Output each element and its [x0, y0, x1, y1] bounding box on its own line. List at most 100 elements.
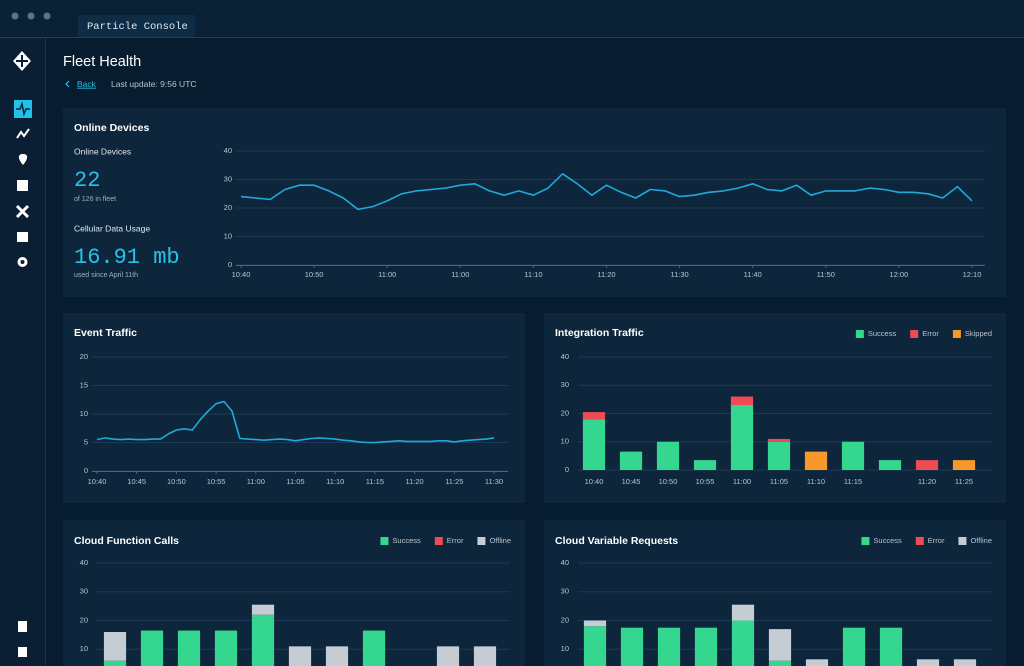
panel: [544, 313, 1006, 503]
x-tick-label: 10:50: [167, 477, 186, 486]
chart-title: Integration Traffic: [555, 327, 644, 339]
bar-segment: [103, 660, 127, 666]
y-tick-label: 40: [224, 146, 232, 155]
x-tick-label: 11:50: [817, 270, 835, 279]
x-tick-label: 10:55: [696, 477, 715, 486]
nav-map[interactable]: [18, 154, 28, 165]
panel: [63, 313, 525, 503]
bar-segment: [657, 627, 681, 666]
bar-segment: [620, 627, 644, 666]
bar-segment: [730, 396, 754, 406]
window-dot: [43, 12, 51, 20]
bar-segment: [140, 630, 164, 666]
bar-segment: [288, 646, 312, 666]
bar-segment: [177, 630, 201, 666]
x-tick-label: 11:05: [286, 477, 304, 486]
x-tick-label: 11:30: [670, 270, 688, 279]
y-tick-label: 30: [224, 174, 232, 183]
bar-segment: [583, 620, 607, 627]
stat-note: of 126 in fleet: [74, 196, 116, 203]
bar-segment: [473, 646, 497, 666]
back-chevron: [65, 80, 70, 88]
stat-label: Online Devices: [74, 146, 131, 156]
legend-label: Success: [873, 536, 902, 545]
x-tick-label: 10:45: [127, 477, 146, 486]
legend-swatch: [958, 537, 967, 545]
bar-segment: [916, 659, 940, 666]
y-tick-label: 30: [561, 587, 569, 596]
bar-segment: [214, 630, 238, 666]
y-tick-label: 20: [561, 408, 569, 417]
y-tick-label: 20: [561, 615, 569, 624]
y-tick-label: 40: [561, 558, 569, 567]
y-tick-label: 20: [224, 203, 232, 212]
chart-title: Online Devices: [74, 122, 149, 134]
chart-title: Cloud Variable Requests: [555, 535, 678, 547]
x-tick-label: 11:30: [485, 477, 503, 486]
bar-segment: [730, 405, 754, 470]
x-tick-label: 10:45: [622, 477, 641, 486]
bar-segment: [915, 460, 939, 470]
y-tick-label: 40: [80, 558, 88, 567]
x-tick-label: 10:40: [88, 477, 107, 486]
legend-label: Success: [868, 329, 897, 338]
y-tick-label: 0: [228, 260, 232, 269]
tab-title: Particle Console: [87, 21, 188, 33]
line-series: [96, 400, 495, 444]
x-tick-label: 11:20: [405, 477, 423, 486]
bar-segment: [842, 627, 866, 666]
sidebar: [0, 38, 45, 666]
nav-console[interactable]: [17, 232, 28, 242]
bar-segment: [731, 604, 755, 621]
nav-docs[interactable]: [18, 621, 27, 632]
legend-swatch: [952, 330, 961, 338]
back-link[interactable]: Back: [77, 79, 97, 89]
bar-segment: [841, 441, 865, 470]
nav-help[interactable]: [18, 647, 27, 657]
line-series: [240, 173, 973, 211]
x-tick-label: 11:15: [844, 477, 862, 486]
bar-segment: [693, 460, 717, 470]
bar-segment: [582, 412, 606, 420]
logo[interactable]: [13, 51, 31, 71]
bar-segment: [362, 630, 386, 666]
x-tick-label: 11:00: [378, 270, 396, 279]
legend-swatch: [380, 537, 389, 545]
legend-label: Skipped: [965, 329, 992, 338]
x-tick-label: 11:10: [326, 477, 344, 486]
bar-segment: [953, 659, 977, 666]
y-tick-label: 20: [80, 352, 88, 361]
legend-label: Success: [392, 536, 421, 545]
x-tick-label: 10:50: [659, 477, 678, 486]
x-tick-label: 11:20: [918, 477, 936, 486]
bar-segment: [768, 660, 792, 666]
y-tick-label: 10: [561, 644, 569, 653]
tab[interactable]: [78, 15, 195, 37]
bar-segment: [805, 659, 829, 666]
nav-devices[interactable]: [17, 180, 28, 191]
bar-segment: [694, 627, 718, 666]
legend-swatch: [861, 537, 870, 545]
stat-value: 16.91 mb: [74, 245, 180, 270]
y-tick-label: 30: [561, 380, 569, 389]
bar-segment: [656, 441, 680, 470]
bar-segment: [582, 419, 606, 470]
x-tick-label: 11:15: [366, 477, 384, 486]
x-tick-label: 11:00: [247, 477, 265, 486]
bar-segment: [731, 620, 755, 666]
y-tick-label: 15: [80, 380, 88, 389]
x-tick-label: 11:25: [955, 477, 973, 486]
bar-segment: [103, 632, 127, 661]
chart-title: Cloud Function Calls: [74, 535, 179, 547]
y-tick-label: 10: [80, 409, 88, 418]
nav-analytics[interactable]: [16, 128, 30, 139]
y-tick-label: 10: [561, 437, 569, 446]
legend-swatch: [477, 537, 486, 545]
bar-segment: [251, 604, 275, 615]
y-tick-label: 30: [80, 587, 88, 596]
legend-swatch: [915, 537, 924, 545]
x-tick-label: 11:00: [733, 477, 751, 486]
legend-label: Error: [447, 536, 464, 545]
nav-integrations[interactable]: [15, 204, 30, 219]
